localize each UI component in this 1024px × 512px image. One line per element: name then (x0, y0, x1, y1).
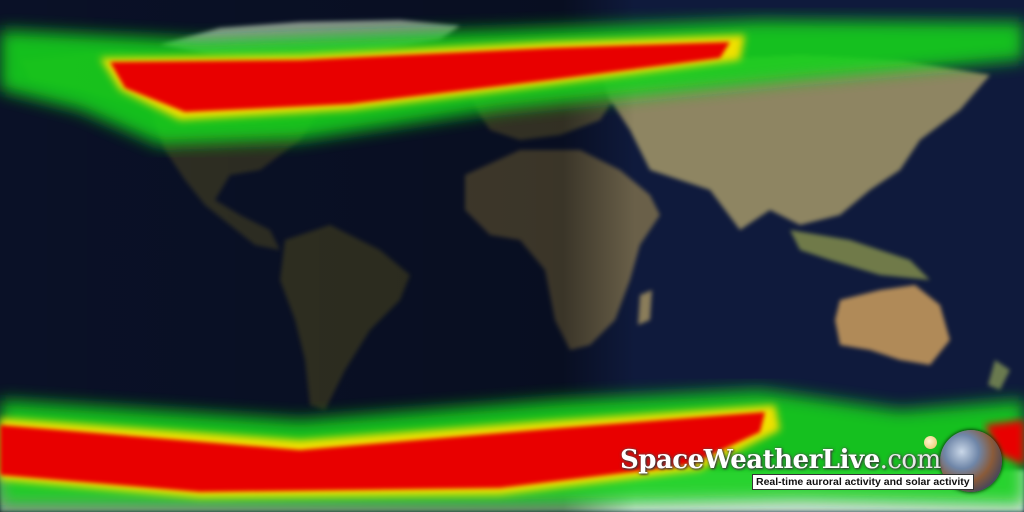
logo-tld: .com (879, 445, 942, 475)
site-logo[interactable]: SpaceWeatherLive.com (620, 445, 941, 475)
sun-icon (924, 436, 937, 449)
logo-tagline: Real-time auroral activity and solar act… (752, 474, 974, 490)
aurora-south (0, 390, 1024, 505)
aurora-north (0, 20, 1024, 145)
logo-name: SpaceWeatherLive (620, 445, 880, 475)
